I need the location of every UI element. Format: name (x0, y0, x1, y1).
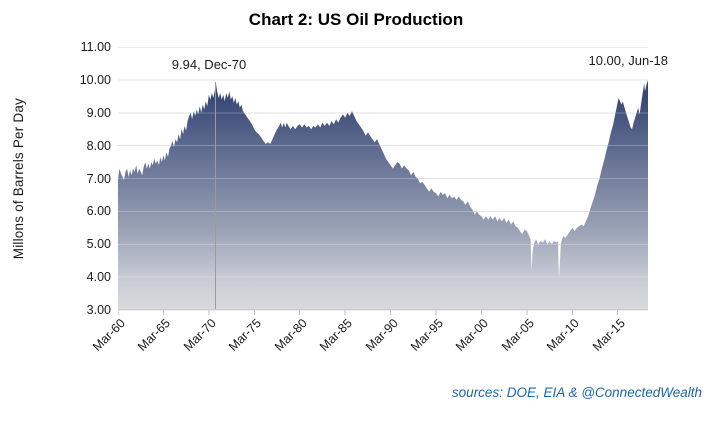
x-tick-label: Mar-05 (498, 316, 537, 354)
x-tick-label: Mar-60 (90, 316, 128, 354)
y-tick-label: 9.00 (86, 105, 111, 120)
production-area-series (118, 79, 648, 311)
x-tick-label: Mar-00 (453, 316, 492, 354)
y-axis-title: Millons of Barrels Per Day (8, 47, 28, 310)
y-tick-label: 4.00 (86, 270, 111, 285)
chart-title: Chart 2: US Oil Production (248, 10, 464, 29)
x-tick-label: Mar-95 (408, 316, 446, 354)
y-tick-label: 8.00 (86, 138, 111, 153)
x-tick-label: Mar-85 (317, 316, 356, 354)
x-tick-label: Mar-70 (180, 316, 219, 354)
y-tick-label: 5.00 (86, 237, 111, 252)
y-axis-title-text: Millons of Barrels Per Day (10, 97, 26, 260)
source-note: sources: DOE, EIA & @ConnectedWealth (451, 385, 702, 400)
x-tick-label: Mar-10 (544, 316, 583, 354)
x-tick-label: Mar-80 (271, 316, 310, 354)
annotation-peak-jun-18: 10.00, Jun-18 (588, 53, 668, 68)
y-tick-label: 11.00 (80, 40, 111, 54)
x-tick-label: Mar-15 (589, 316, 628, 354)
y-tick-label: 7.00 (86, 171, 111, 186)
x-tick-label: Mar-90 (362, 316, 401, 354)
annotation-peak-dec-70: 9.94, Dec-70 (171, 57, 247, 72)
y-tick-label: 3.00 (86, 303, 111, 317)
y-tick-label: 6.00 (86, 204, 111, 219)
x-tick-label: Mar-75 (226, 316, 265, 354)
area-chart-svg (118, 47, 648, 315)
plot-area (118, 47, 648, 316)
x-tick-label: Mar-65 (135, 316, 174, 354)
y-tick-label: 10.00 (79, 72, 111, 87)
